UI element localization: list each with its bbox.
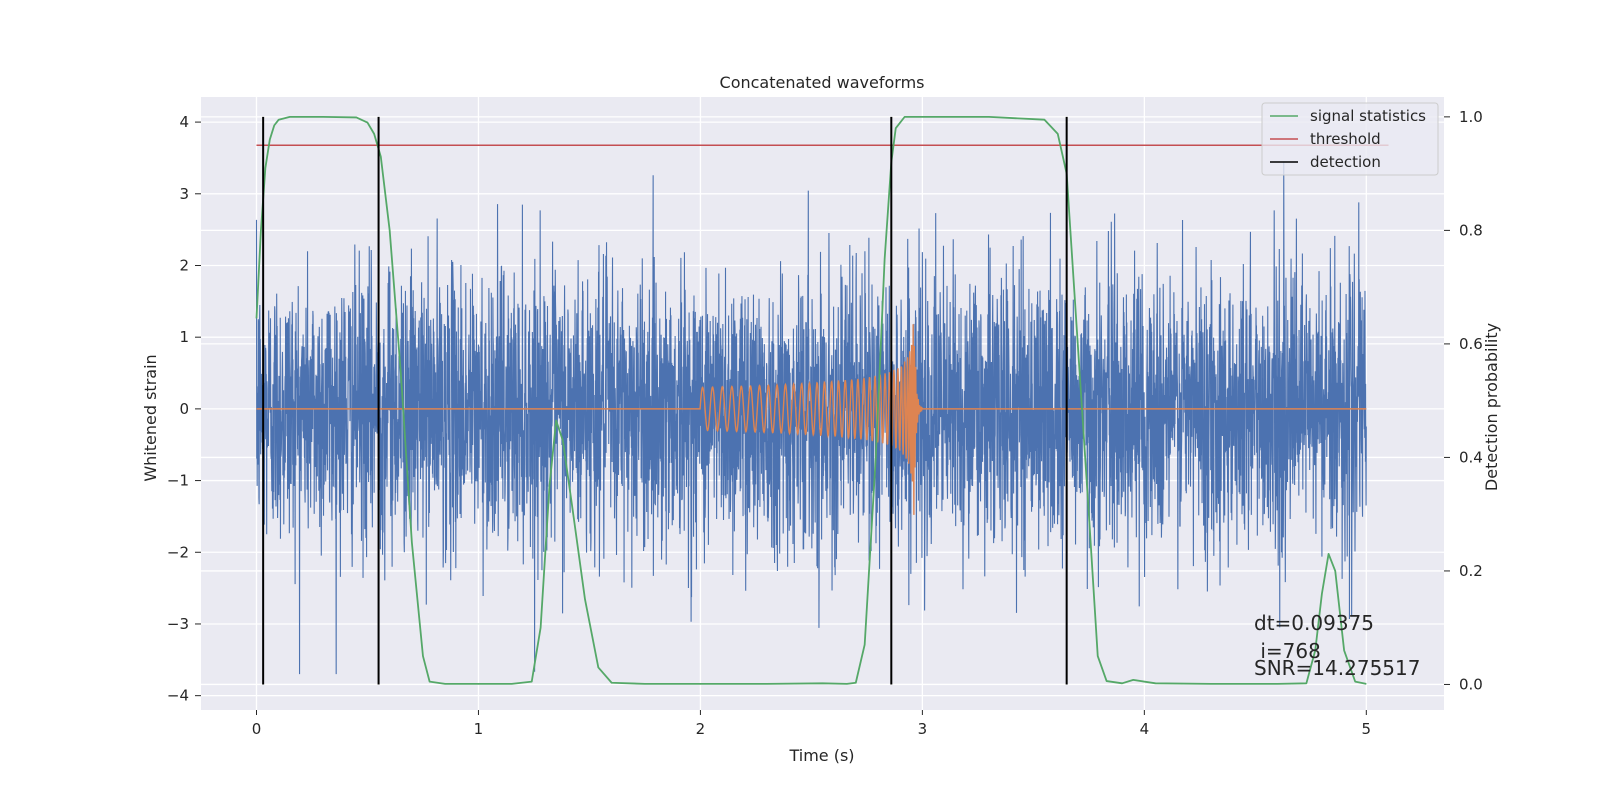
y-axis-label: Whitened strain <box>141 354 160 481</box>
legend-label-signal-statistics: signal statistics <box>1310 107 1426 125</box>
x-tick-label: 2 <box>696 720 706 738</box>
x-tick-label: 0 <box>252 720 262 738</box>
y2-tick-label: 0.2 <box>1459 562 1483 580</box>
y-tick-label: 0 <box>179 400 189 418</box>
x-tick-label: 4 <box>1140 720 1150 738</box>
plot-series <box>255 115 1389 685</box>
x-tick-label: 3 <box>918 720 928 738</box>
y2-tick-label: 0.4 <box>1459 448 1483 466</box>
y-tick-label: 4 <box>179 113 189 131</box>
y-tick-label: −3 <box>167 615 189 633</box>
annotation-index: i=768 <box>1254 639 1321 663</box>
y2-tick-label: 1.0 <box>1459 108 1483 126</box>
legend-label-threshold: threshold <box>1310 130 1381 148</box>
legend-label-detection: detection <box>1310 153 1381 171</box>
axes: 0 1 2 3 4 5 4 3 2 1 0 −1 −2 −3 −4 1.0 0.8 0.6 0.4 0.2 0.0 <box>167 108 1483 738</box>
injected-waveform-line <box>256 324 1367 515</box>
y-tick-label: −2 <box>167 543 189 561</box>
y2-tick-label: 0.0 <box>1459 675 1483 693</box>
y2-tick-label: 0.8 <box>1459 221 1483 239</box>
annotation-snr: SNR=14.275517 <box>1254 656 1420 680</box>
x-tick-label: 5 <box>1362 720 1372 738</box>
chart-title: Concatenated waveforms <box>720 73 925 92</box>
y-tick-label: 3 <box>179 185 189 203</box>
legend: signal statistics threshold detection <box>1261 102 1439 176</box>
annotation-dt: dt=0.09375 <box>1254 611 1374 635</box>
x-axis-label: Time (s) <box>788 746 854 765</box>
y-tick-label: −4 <box>167 687 189 705</box>
y-tick-label: 1 <box>179 328 189 346</box>
signal-statistics-line <box>255 115 1367 685</box>
legend-box <box>1261 102 1439 176</box>
x-tick-label: 1 <box>474 720 484 738</box>
y-tick-label: 2 <box>179 256 189 274</box>
strain-noise-line <box>255 162 1367 675</box>
y2-axis-label: Detection probability <box>1482 323 1501 491</box>
y2-tick-label: 0.6 <box>1459 335 1483 353</box>
y-tick-label: −1 <box>167 472 189 490</box>
